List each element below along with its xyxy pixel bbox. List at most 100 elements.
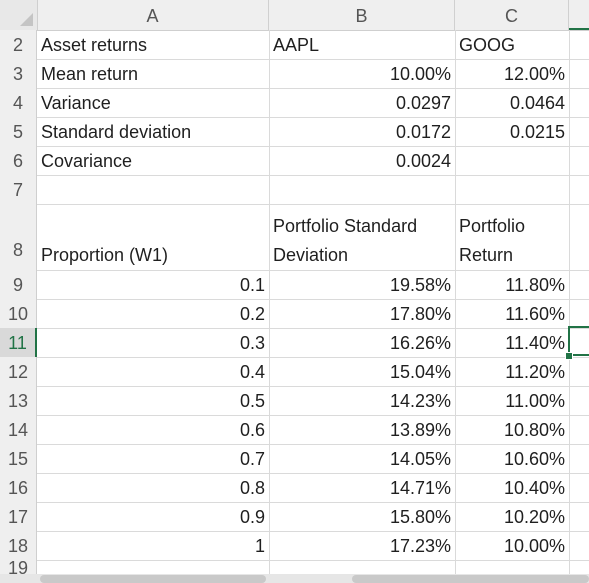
- row-header-18[interactable]: 18: [0, 531, 37, 560]
- row-header-17[interactable]: 17: [0, 502, 37, 531]
- cell-w1[interactable]: 0.9: [239, 507, 265, 527]
- column-header-bar: [0, 0, 589, 31]
- horizontal-scrollbar-thumb[interactable]: [40, 575, 266, 583]
- cell-portfolio-std[interactable]: 14.71%: [389, 478, 451, 498]
- grid-line: [455, 30, 456, 583]
- select-all-triangle-icon: [20, 13, 33, 26]
- cell-portfolio-return[interactable]: 11.20%: [505, 362, 565, 382]
- cell-a2[interactable]: Asset returns: [41, 35, 148, 55]
- cell-b8-line2[interactable]: Deviation: [273, 245, 349, 265]
- row-header-16[interactable]: 16: [0, 473, 37, 502]
- row-header-11[interactable]: 11: [0, 328, 37, 357]
- cell-portfolio-return[interactable]: 11.60%: [505, 304, 565, 324]
- cell-w1[interactable]: 0.8: [239, 478, 265, 498]
- grid-line: [37, 146, 589, 147]
- cell-portfolio-std[interactable]: 17.23%: [389, 536, 451, 556]
- cell-b3[interactable]: 10.00%: [389, 64, 451, 84]
- cell-portfolio-std[interactable]: 14.23%: [389, 391, 451, 411]
- cell-a3[interactable]: Mean return: [41, 64, 139, 84]
- cell-portfolio-return[interactable]: 11.40%: [505, 333, 565, 353]
- grid-line: [37, 415, 589, 416]
- cell-a6[interactable]: Covariance: [41, 151, 133, 171]
- cell-portfolio-return[interactable]: 10.40%: [503, 478, 565, 498]
- cell-c8-line1[interactable]: Portfolio: [459, 216, 526, 236]
- column-header-a[interactable]: A: [37, 0, 269, 30]
- cell-b2[interactable]: AAPL: [273, 35, 320, 55]
- cell-portfolio-std[interactable]: 17.80%: [389, 304, 451, 324]
- column-header-d[interactable]: [569, 0, 589, 30]
- column-header-c[interactable]: C: [455, 0, 569, 30]
- row-header-4[interactable]: 4: [0, 88, 37, 117]
- grid-line: [37, 204, 589, 205]
- scrollbar-track: [0, 574, 589, 583]
- cell-portfolio-return[interactable]: 11.80%: [505, 275, 565, 295]
- grid-line: [37, 270, 589, 271]
- column-header-selection-indicator: [569, 28, 589, 30]
- cell-portfolio-std[interactable]: 13.89%: [389, 420, 451, 440]
- cell-b4[interactable]: 0.0297: [395, 93, 451, 113]
- horizontal-scrollbar-thumb-right[interactable]: [352, 575, 589, 583]
- row-header-10[interactable]: 10: [0, 299, 37, 328]
- row-header-19[interactable]: 19: [0, 559, 37, 577]
- cell-portfolio-return[interactable]: 10.80%: [503, 420, 565, 440]
- fill-handle[interactable]: [565, 352, 573, 360]
- cell-portfolio-std[interactable]: 16.26%: [389, 333, 451, 353]
- cell-w1[interactable]: 0.6: [239, 420, 265, 440]
- grid-line: [37, 560, 589, 561]
- cell-w1[interactable]: 0.7: [239, 449, 265, 469]
- row-header-12[interactable]: 12: [0, 357, 37, 386]
- cell-w1[interactable]: 0.2: [239, 304, 265, 324]
- cell-a5[interactable]: Standard deviation: [41, 122, 192, 142]
- grid-line: [37, 473, 589, 474]
- grid-line: [37, 444, 589, 445]
- cell-a4[interactable]: Variance: [41, 93, 111, 113]
- cell-portfolio-return[interactable]: 10.60%: [503, 449, 565, 469]
- cell-b5[interactable]: 0.0172: [395, 122, 451, 142]
- cell-a8[interactable]: Proportion (W1): [41, 245, 169, 265]
- row-header-9[interactable]: 9: [0, 270, 37, 299]
- cell-portfolio-std[interactable]: 19.58%: [389, 275, 451, 295]
- cell-c2[interactable]: GOOG: [459, 35, 516, 55]
- row-header-8[interactable]: 8: [0, 204, 37, 270]
- cell-portfolio-std[interactable]: 14.05%: [389, 449, 451, 469]
- grid-line: [37, 357, 589, 358]
- cell-w1[interactable]: 0.4: [239, 362, 265, 382]
- grid-line: [569, 30, 570, 583]
- row-header-6[interactable]: 6: [0, 146, 37, 175]
- row-header-5[interactable]: 5: [0, 117, 37, 146]
- grid-line: [37, 386, 589, 387]
- row-header-14[interactable]: 14: [0, 415, 37, 444]
- column-header-b[interactable]: B: [269, 0, 455, 30]
- cell-w1[interactable]: 0.1: [239, 275, 265, 295]
- cell-w1[interactable]: 1: [254, 536, 265, 556]
- cell-w1[interactable]: 0.5: [239, 391, 265, 411]
- row-header-7[interactable]: 7: [0, 175, 37, 204]
- cell-portfolio-return[interactable]: 10.20%: [503, 507, 565, 527]
- grid-line: [37, 175, 589, 176]
- row-header-3[interactable]: 3: [0, 59, 37, 88]
- cell-b8-line1[interactable]: Portfolio Standard: [273, 216, 418, 236]
- row-header-2[interactable]: 2: [0, 30, 37, 59]
- grid-line: [37, 88, 589, 89]
- cell-portfolio-return[interactable]: 11.00%: [505, 391, 565, 411]
- grid-line: [37, 299, 589, 300]
- select-all-button[interactable]: [0, 0, 38, 30]
- grid-line: [37, 328, 589, 329]
- selected-cell[interactable]: [568, 326, 589, 356]
- cell-c8-line2[interactable]: Return: [459, 245, 514, 265]
- row-header-13[interactable]: 13: [0, 386, 37, 415]
- grid-line: [37, 59, 589, 60]
- cell-portfolio-std[interactable]: 15.80%: [389, 507, 451, 527]
- grid-line: [37, 531, 589, 532]
- row-header-15[interactable]: 15: [0, 444, 37, 473]
- grid-line: [269, 30, 270, 583]
- grid-line: [37, 117, 589, 118]
- cell-portfolio-std[interactable]: 15.04%: [389, 362, 451, 382]
- cell-w1[interactable]: 0.3: [239, 333, 265, 353]
- cell-c5[interactable]: 0.0215: [509, 122, 565, 142]
- cell-c4[interactable]: 0.0464: [509, 93, 565, 113]
- cell-b6[interactable]: 0.0024: [395, 151, 451, 171]
- cell-c3[interactable]: 12.00%: [503, 64, 565, 84]
- cell-portfolio-return[interactable]: 10.00%: [503, 536, 565, 556]
